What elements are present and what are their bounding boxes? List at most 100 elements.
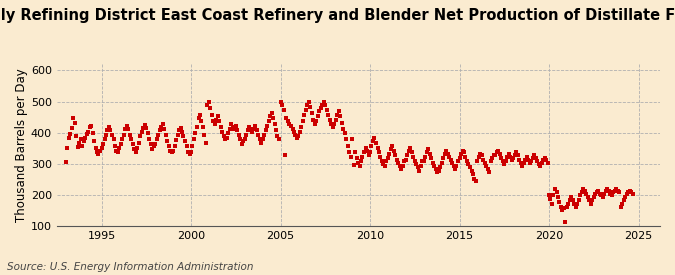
Point xyxy=(95,148,105,153)
Point xyxy=(549,187,560,191)
Point xyxy=(236,142,247,147)
Point xyxy=(77,144,88,148)
Point xyxy=(273,137,284,142)
Point xyxy=(627,192,638,196)
Point xyxy=(105,128,116,132)
Point xyxy=(515,161,526,165)
Point xyxy=(302,103,313,108)
Point xyxy=(506,158,517,162)
Point xyxy=(265,114,275,119)
Point xyxy=(543,193,554,198)
Point xyxy=(254,137,265,142)
Point xyxy=(150,142,161,147)
Point xyxy=(385,147,396,151)
Point xyxy=(193,116,204,120)
Point xyxy=(600,189,611,193)
Point xyxy=(135,134,146,139)
Point xyxy=(558,206,569,210)
Point xyxy=(156,125,167,129)
Point xyxy=(109,144,120,148)
Point xyxy=(392,158,402,162)
Point xyxy=(487,156,497,160)
Point xyxy=(587,198,598,203)
Point xyxy=(446,158,456,162)
Point xyxy=(530,156,541,160)
Point xyxy=(608,190,618,194)
Point xyxy=(319,100,329,104)
Point xyxy=(356,159,367,163)
Point xyxy=(584,198,595,203)
Point xyxy=(117,137,128,142)
Point xyxy=(430,167,441,172)
Point xyxy=(93,152,104,156)
Point xyxy=(602,187,613,191)
Point xyxy=(377,159,387,163)
Point xyxy=(72,144,83,149)
Point xyxy=(529,153,539,157)
Point xyxy=(272,134,283,139)
Point xyxy=(479,161,490,165)
Point xyxy=(157,122,168,126)
Point xyxy=(325,117,335,122)
Point xyxy=(96,145,107,150)
Point xyxy=(292,136,302,141)
Point xyxy=(541,158,551,162)
Point xyxy=(623,190,634,194)
Point xyxy=(87,131,98,136)
Point xyxy=(173,128,184,132)
Point xyxy=(352,161,363,165)
Point xyxy=(450,167,460,172)
Point xyxy=(303,100,314,104)
Point xyxy=(63,136,74,141)
Text: Source: U.S. Energy Information Administration: Source: U.S. Energy Information Administ… xyxy=(7,262,253,272)
Point xyxy=(329,122,340,126)
Point xyxy=(90,145,101,150)
Point xyxy=(213,114,223,119)
Point xyxy=(238,139,248,144)
Point xyxy=(321,108,332,112)
Point xyxy=(547,201,558,206)
Point xyxy=(145,142,156,147)
Point xyxy=(560,220,571,224)
Point xyxy=(220,137,231,142)
Point xyxy=(327,125,338,129)
Point xyxy=(215,125,226,129)
Point xyxy=(178,134,189,139)
Point xyxy=(257,137,268,142)
Point xyxy=(617,201,628,206)
Point xyxy=(451,164,462,168)
Point xyxy=(497,159,508,163)
Point xyxy=(368,139,379,144)
Point xyxy=(511,150,522,154)
Point xyxy=(527,156,538,160)
Point xyxy=(288,130,299,134)
Point xyxy=(98,142,109,147)
Point xyxy=(83,130,94,134)
Point xyxy=(512,153,523,157)
Point xyxy=(463,162,474,167)
Point xyxy=(568,198,578,203)
Point xyxy=(84,125,95,129)
Point xyxy=(475,152,486,156)
Point xyxy=(194,112,205,117)
Point xyxy=(375,155,386,159)
Point xyxy=(134,140,144,145)
Point xyxy=(404,148,414,153)
Point xyxy=(384,152,395,156)
Point xyxy=(563,201,574,206)
Point xyxy=(481,164,492,168)
Point xyxy=(104,125,115,129)
Point xyxy=(332,112,343,117)
Point xyxy=(181,144,192,148)
Point xyxy=(406,150,417,154)
Point xyxy=(171,138,182,143)
Point xyxy=(205,106,216,111)
Point xyxy=(594,192,605,196)
Point xyxy=(346,155,356,159)
Point xyxy=(86,123,97,128)
Point xyxy=(217,130,227,134)
Point xyxy=(99,137,110,142)
Point xyxy=(557,208,568,212)
Point xyxy=(144,137,155,142)
Point xyxy=(226,122,237,126)
